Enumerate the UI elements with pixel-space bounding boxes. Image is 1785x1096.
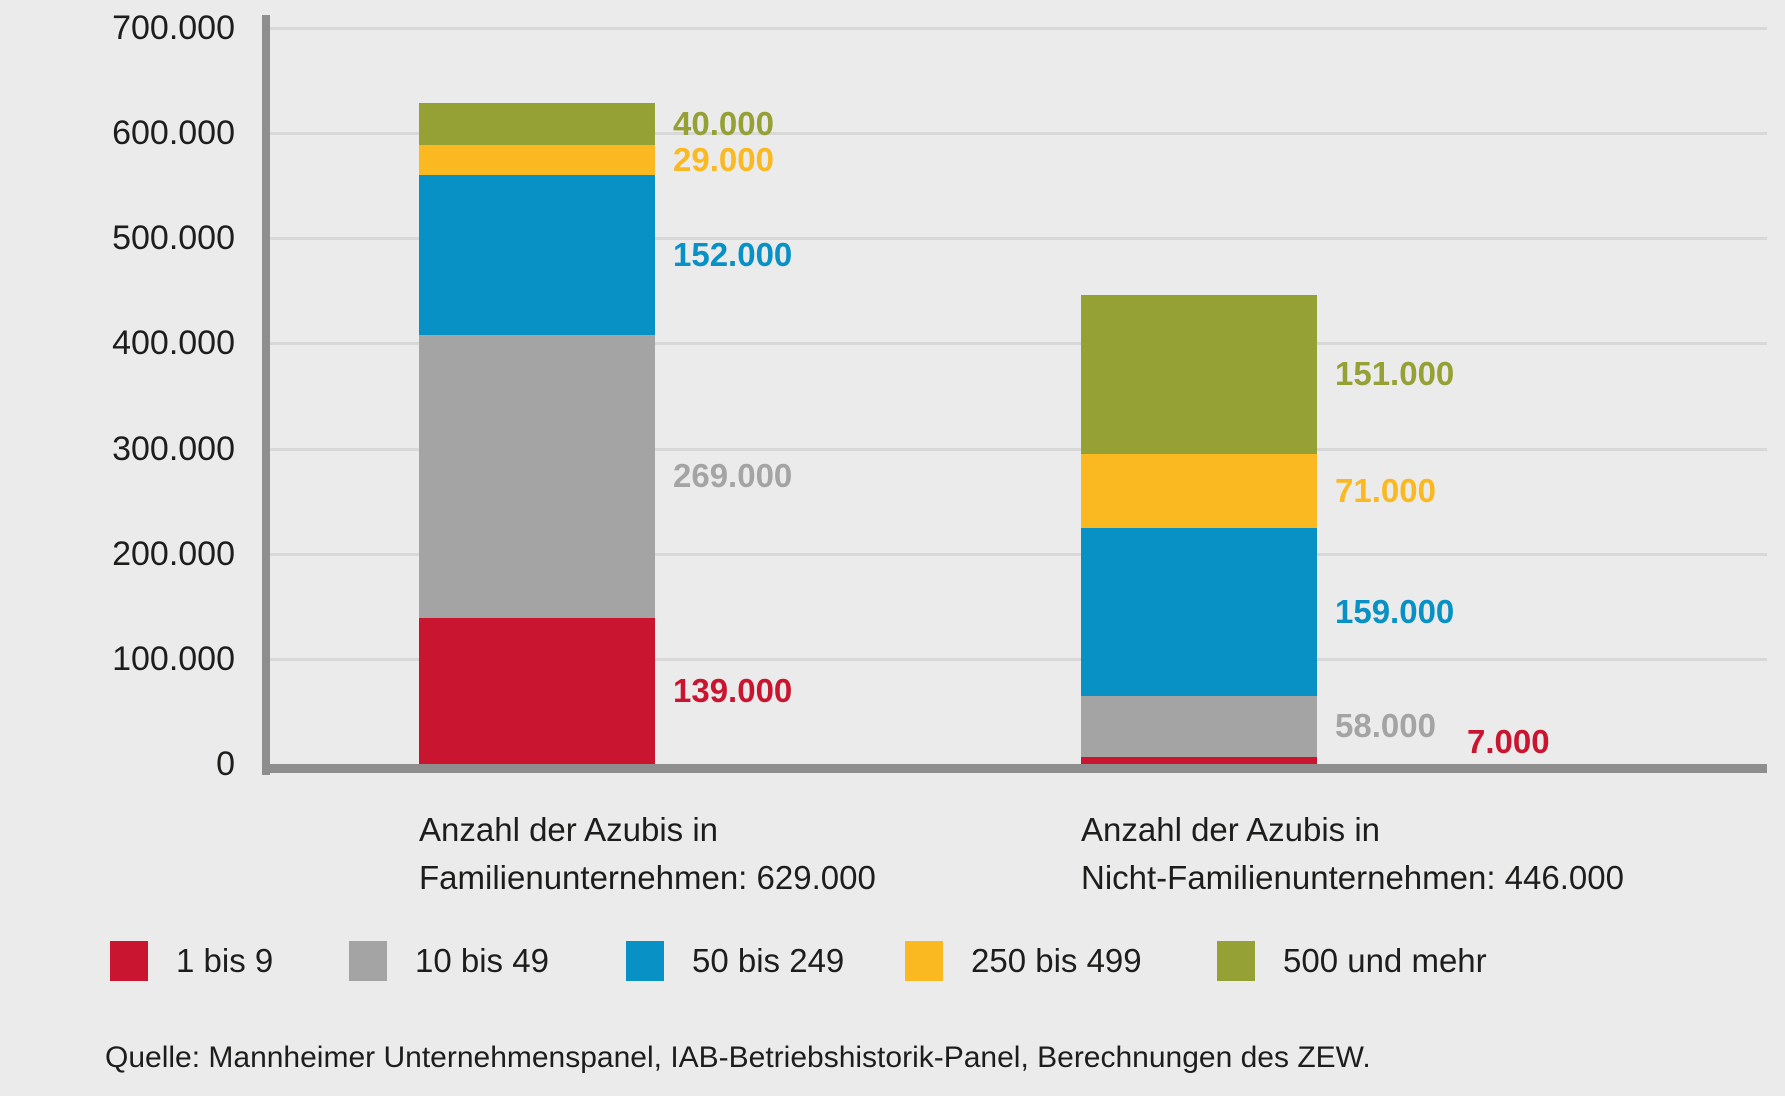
segment-value-label: 159.000: [1335, 593, 1455, 631]
bar-segment: [419, 175, 655, 335]
gridline: [270, 237, 1767, 241]
category-label-line2: Nicht-Familienunternehmen: 446.000: [1081, 859, 1624, 896]
source-text: Quelle: Mannheimer Unternehmenspanel, IA…: [105, 1041, 1371, 1074]
gridline: [270, 342, 1767, 346]
legend-label: 10 bis 49: [415, 942, 549, 979]
legend-label: 500 und mehr: [1283, 942, 1487, 979]
y-tick-label: 100.000: [112, 639, 235, 678]
y-tick-label: 700.000: [112, 9, 235, 47]
bar-segment: [419, 102, 655, 145]
legend-label: 50 bis 249: [692, 942, 845, 979]
segment-value-label: 29.000: [673, 140, 774, 178]
gridline: [270, 657, 1767, 661]
bar-segment: [1081, 295, 1317, 454]
segment-value-label: 139.000: [673, 671, 793, 709]
bar-segment: [419, 617, 655, 764]
gridline: [270, 552, 1767, 556]
y-tick-label: 400.000: [112, 324, 235, 363]
category-label-line2: Familienunternehmen: 629.000: [419, 859, 876, 896]
bar-segment: [419, 335, 655, 618]
bar-segment: [1081, 695, 1317, 757]
bar-segment: [1081, 528, 1317, 696]
y-tick-label: 300.000: [112, 429, 235, 468]
segment-value-label: 151.000: [1335, 355, 1455, 393]
legend-swatch: [626, 941, 664, 981]
bar-segment: [419, 144, 655, 176]
segment-value-label: 40.000: [673, 104, 774, 142]
y-tick-label: 500.000: [112, 219, 235, 258]
category-label: Anzahl der Azubis in Nicht-Familienuntern…: [1081, 806, 1701, 902]
legend-swatch: [905, 941, 943, 981]
y-axis-line: [262, 15, 270, 775]
category-label-line1: Anzahl der Azubis in: [419, 811, 719, 848]
legend-swatch: [349, 941, 387, 981]
legend-label: 1 bis 9: [176, 942, 274, 979]
segment-value-label: 269.000: [673, 457, 793, 495]
legend-label: 250 bis 499: [971, 942, 1142, 979]
segment-value-label: 7.000: [1467, 723, 1550, 760]
gridline: [270, 132, 1767, 136]
x-axis-line: [262, 764, 1767, 773]
bar-segment: [1081, 756, 1317, 764]
segment-value-label: 152.000: [673, 236, 793, 274]
bar-segment: [1081, 453, 1317, 529]
segment-value-label: 58.000: [1335, 707, 1436, 745]
gridline: [270, 447, 1767, 451]
y-tick-label: 0: [216, 745, 235, 783]
gridline: [270, 27, 1767, 30]
category-label-line1: Anzahl der Azubis in: [1081, 811, 1381, 848]
segment-value-label: 71.000: [1335, 472, 1436, 510]
y-tick-label: 200.000: [112, 534, 235, 573]
y-tick-label: 600.000: [112, 114, 235, 153]
legend-swatch: [110, 941, 148, 981]
category-label: Anzahl der Azubis in Familienunternehmen:…: [419, 806, 1039, 902]
legend-swatch: [1217, 941, 1255, 981]
